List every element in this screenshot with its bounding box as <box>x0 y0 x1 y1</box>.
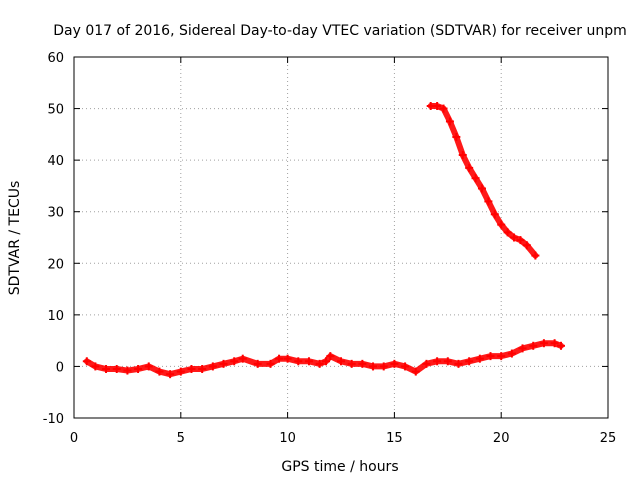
y-tick-label: 10 <box>47 309 64 324</box>
data-point <box>539 339 548 348</box>
data-point <box>557 341 566 350</box>
data-point <box>452 132 461 141</box>
x-tick-label: 5 <box>177 431 185 446</box>
data-point <box>238 354 247 363</box>
data-point <box>458 150 467 159</box>
data-point <box>326 352 335 361</box>
y-tick-label: 50 <box>47 103 64 118</box>
y-tick-label: 60 <box>47 51 64 66</box>
data-point <box>486 352 495 361</box>
data-point <box>369 362 378 371</box>
data-point <box>315 359 324 368</box>
satellite-track-high-line <box>427 102 539 259</box>
data-point <box>304 357 313 366</box>
x-tick-label: 25 <box>600 431 617 446</box>
data-point <box>390 359 399 368</box>
x-axis-label: GPS time / hours <box>281 459 398 475</box>
data-point <box>522 241 531 250</box>
data-point <box>144 362 153 371</box>
data-point <box>550 339 559 348</box>
data-point <box>208 362 217 371</box>
data-point <box>490 210 499 219</box>
y-tick-label: 40 <box>47 154 64 169</box>
plot-frame <box>73 56 609 419</box>
data-point <box>454 359 463 368</box>
data-point <box>123 366 132 375</box>
data-point <box>445 117 454 126</box>
data-point <box>187 365 196 374</box>
data-point <box>219 359 228 368</box>
data-point <box>518 344 527 353</box>
data-point <box>443 357 452 366</box>
x-tick-label: 20 <box>493 431 510 446</box>
data-point <box>531 251 540 260</box>
data-point <box>230 357 239 366</box>
data-point <box>401 362 410 371</box>
x-tick-label: 10 <box>279 431 296 446</box>
data-point <box>294 357 303 366</box>
data-point <box>166 370 175 379</box>
y-tick-label: -10 <box>43 412 64 427</box>
data-point <box>475 354 484 363</box>
data-point <box>411 367 420 376</box>
data-point <box>358 359 367 368</box>
data-point <box>198 365 207 374</box>
data-point <box>510 233 519 242</box>
data-point <box>253 359 262 368</box>
data-point <box>134 365 143 374</box>
data-point <box>322 357 331 366</box>
y-axis-label: SDTVAR / TECUs <box>7 181 23 296</box>
data-point <box>439 104 448 113</box>
data-point <box>465 357 474 366</box>
data-point <box>507 349 516 358</box>
data-point <box>465 163 474 172</box>
data-point <box>529 341 538 350</box>
data-point <box>516 236 525 245</box>
data-point <box>82 357 91 366</box>
data-point <box>471 174 480 183</box>
data-point <box>477 184 486 193</box>
data-point <box>503 228 512 237</box>
data-point <box>155 367 164 376</box>
data-point <box>433 101 442 110</box>
data-point <box>484 197 493 206</box>
data-point <box>379 362 388 371</box>
y-tick-label: 20 <box>47 257 64 272</box>
data-point <box>275 354 284 363</box>
data-point <box>347 359 356 368</box>
y-tick-label: 0 <box>56 360 64 375</box>
chart-title: Day 017 of 2016, Sidereal Day-to-day VTE… <box>53 23 627 39</box>
data-point <box>497 352 506 361</box>
x-tick-label: 0 <box>70 431 78 446</box>
x-tick-label: 15 <box>386 431 403 446</box>
data-point <box>497 220 506 229</box>
data-point <box>266 359 275 368</box>
data-point <box>112 365 121 374</box>
y-tick-label: 30 <box>47 206 64 221</box>
data-point <box>283 354 292 363</box>
data-point <box>337 357 345 366</box>
grid-lines <box>74 57 608 418</box>
data-point <box>91 362 100 371</box>
data-point <box>102 365 111 374</box>
data-point <box>433 357 442 366</box>
axis-ticks: 0 5 10 15 20 25 -10 0 10 20 30 40 50 60 <box>43 51 617 446</box>
data-points <box>82 101 566 379</box>
data-point <box>422 359 431 368</box>
data-point <box>176 367 185 376</box>
